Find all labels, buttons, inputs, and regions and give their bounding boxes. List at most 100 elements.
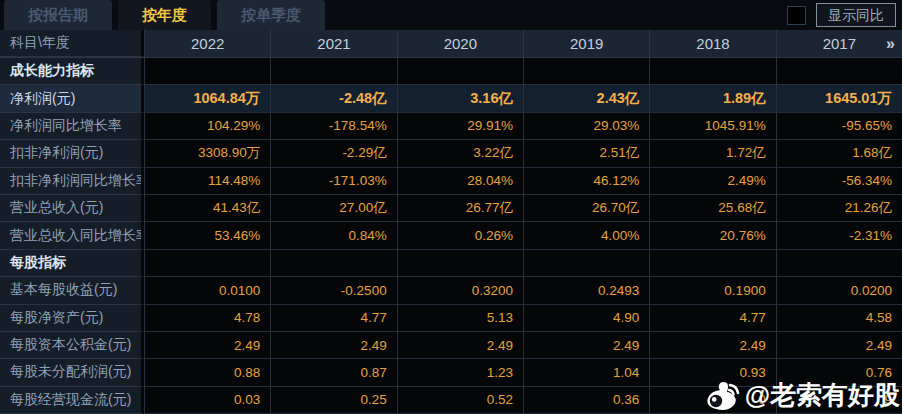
- cell-value: 0.93: [649, 359, 775, 386]
- cell-value: 1064.84万: [144, 85, 270, 112]
- cell-value: 2.49: [776, 332, 902, 359]
- cell-value: 21.26亿: [776, 195, 902, 222]
- tab-by-report-period[interactable]: 按报告期: [4, 0, 112, 30]
- table-row: 净利润(元)1064.84万-2.48亿3.16亿2.43亿1.89亿1645.…: [0, 85, 902, 112]
- cell-value: [776, 250, 902, 277]
- cell-value: 4.00%: [523, 222, 649, 249]
- cell-value: 29.03%: [523, 113, 649, 140]
- top-right-controls: 显示同比: [787, 3, 896, 27]
- tab-by-year[interactable]: 按年度: [118, 0, 211, 30]
- cell-value: [397, 58, 523, 85]
- cell-value: 26.70亿: [523, 195, 649, 222]
- table-row: 基本每股收益(元)0.0100-0.25000.32000.24930.1900…: [0, 277, 902, 304]
- row-label: 营业总收入同比增长率: [0, 222, 144, 249]
- row-label: 每股经营现金流(元): [0, 387, 144, 414]
- table-row: 每股资本公积金(元)2.492.492.492.492.492.49: [0, 332, 902, 359]
- cell-value: 53.46%: [144, 222, 270, 249]
- cell-value: [144, 250, 270, 277]
- cell-value: 1645.01万: [776, 85, 902, 112]
- table-header-row: 科目\年度 202220212020201920182017»: [0, 30, 902, 58]
- table-row: 每股经营现金流(元)0.030.250.520.3609: [0, 387, 902, 414]
- cell-value: [144, 58, 270, 85]
- cell-value: [397, 250, 523, 277]
- cell-value: -2.31%: [776, 222, 902, 249]
- cell-value: 2.49%: [649, 168, 775, 195]
- cell-value: -2.48亿: [270, 85, 396, 112]
- cell-value: 4.90: [523, 305, 649, 332]
- row-label: 扣非净利润(元): [0, 140, 144, 167]
- table-row: 营业总收入同比增长率53.46%0.84%0.26%4.00%20.76%-2.…: [0, 222, 902, 249]
- column-header-year: 2021: [270, 30, 396, 57]
- table-row: 成长能力指标: [0, 58, 902, 85]
- cell-value: 1.72亿: [649, 140, 775, 167]
- row-label: 扣非净利润同比增长率: [0, 168, 144, 195]
- cell-value: 0.87: [270, 359, 396, 386]
- table-row: 每股指标: [0, 250, 902, 277]
- cell-value: 0.3200: [397, 277, 523, 304]
- cell-value: 2.51亿: [523, 140, 649, 167]
- row-label: 净利润同比增长率: [0, 113, 144, 140]
- table-row: 扣非净利润(元)3308.90万-2.29亿3.22亿2.51亿1.72亿1.6…: [0, 140, 902, 167]
- cell-value: 114.48%: [144, 168, 270, 195]
- cell-value: -171.03%: [270, 168, 396, 195]
- cell-value: 0.26%: [397, 222, 523, 249]
- cell-value: 28.04%: [397, 168, 523, 195]
- table-row: 扣非净利润同比增长率114.48%-171.03%28.04%46.12%2.4…: [0, 168, 902, 195]
- show-yoy-button[interactable]: 显示同比: [816, 3, 896, 27]
- row-label: 成长能力指标: [0, 58, 144, 85]
- cell-value: 0.88: [144, 359, 270, 386]
- cell-value: 2.49: [144, 332, 270, 359]
- cell-value: -178.54%: [270, 113, 396, 140]
- cell-value: [649, 58, 775, 85]
- cell-value: [649, 250, 775, 277]
- row-label: 每股资本公积金(元): [0, 332, 144, 359]
- cell-value: 4.77: [649, 305, 775, 332]
- column-header-year: 2018: [649, 30, 775, 57]
- cell-value: 2.49: [649, 332, 775, 359]
- table-row: 每股净资产(元)4.784.775.134.904.774.58: [0, 305, 902, 332]
- cell-value: 26.77亿: [397, 195, 523, 222]
- cell-value: [523, 250, 649, 277]
- cell-value: 1.04: [523, 359, 649, 386]
- table-body: 成长能力指标净利润(元)1064.84万-2.48亿3.16亿2.43亿1.89…: [0, 58, 902, 414]
- cell-value: 0.03: [144, 387, 270, 414]
- cell-value: 2.43亿: [523, 85, 649, 112]
- corner-cell: 科目\年度: [0, 30, 144, 57]
- show-yoy-checkbox[interactable]: [787, 6, 806, 25]
- cell-value: 3.22亿: [397, 140, 523, 167]
- cell-value: [523, 58, 649, 85]
- table-row: 营业总收入(元)41.43亿27.00亿26.77亿26.70亿25.68亿21…: [0, 195, 902, 222]
- cell-value: 3.16亿: [397, 85, 523, 112]
- cell-value: 1.23: [397, 359, 523, 386]
- cell-value: -56.34%: [776, 168, 902, 195]
- column-header-year: 2019: [523, 30, 649, 57]
- cell-value: 1.89亿: [649, 85, 775, 112]
- cell-value: 4.58: [776, 305, 902, 332]
- cell-value: 0.0100: [144, 277, 270, 304]
- row-label: 每股未分配利润(元): [0, 359, 144, 386]
- cell-value: 0.1900: [649, 277, 775, 304]
- more-columns-icon[interactable]: »: [886, 30, 895, 57]
- cell-value: 2.49: [397, 332, 523, 359]
- period-tab-bar: 按报告期 按年度 按单季度: [0, 0, 902, 30]
- cell-value: 1.68亿: [776, 140, 902, 167]
- row-label: 每股指标: [0, 250, 144, 277]
- cell-value: 1045.91%: [649, 113, 775, 140]
- cell-value: 4.78: [144, 305, 270, 332]
- cell-value: 0.0200: [776, 277, 902, 304]
- cell-value: 4.77: [270, 305, 396, 332]
- row-label: 基本每股收益(元): [0, 277, 144, 304]
- column-header-year: 2020: [397, 30, 523, 57]
- financial-table: 科目\年度 202220212020201920182017» 成长能力指标净利…: [0, 30, 902, 414]
- cell-value: -95.65%: [776, 113, 902, 140]
- table-row: 每股未分配利润(元)0.880.871.231.040.930.76: [0, 359, 902, 386]
- cell-value: 41.43亿: [144, 195, 270, 222]
- cell-value: 46.12%: [523, 168, 649, 195]
- cell-value: 2.49: [523, 332, 649, 359]
- cell-value: 2.49: [270, 332, 396, 359]
- table-row: 净利润同比增长率104.29%-178.54%29.91%29.03%1045.…: [0, 113, 902, 140]
- cell-value: 0.25: [270, 387, 396, 414]
- tab-by-quarter[interactable]: 按单季度: [217, 0, 325, 30]
- row-label: 每股净资产(元): [0, 305, 144, 332]
- row-label: 营业总收入(元): [0, 195, 144, 222]
